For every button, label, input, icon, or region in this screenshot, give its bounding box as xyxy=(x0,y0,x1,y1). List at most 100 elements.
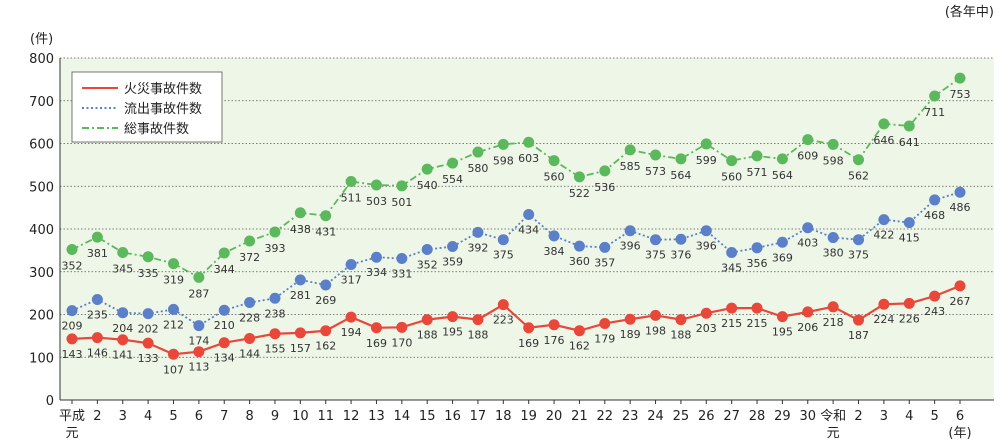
data-label-total: 599 xyxy=(696,154,717,167)
data-label-total: 438 xyxy=(290,223,311,236)
data-label-outflow: 468 xyxy=(924,209,945,222)
data-point-total xyxy=(193,271,205,283)
data-label-outflow: 359 xyxy=(442,256,463,269)
data-point-outflow xyxy=(447,241,459,253)
data-point-outflow xyxy=(573,240,585,252)
x-tick-label: 29 xyxy=(774,409,791,424)
data-point-total xyxy=(472,146,484,158)
data-label-fire: 195 xyxy=(772,326,793,339)
data-label-total: 609 xyxy=(797,150,818,163)
data-point-total xyxy=(548,155,560,167)
data-label-fire: 169 xyxy=(366,337,387,350)
data-point-total xyxy=(675,153,687,165)
data-point-fire xyxy=(700,307,712,319)
y-tick-label: 500 xyxy=(29,180,54,195)
x-tick-label: 6 xyxy=(956,409,964,424)
data-label-fire: 113 xyxy=(188,361,209,374)
data-label-fire: 215 xyxy=(721,317,742,330)
data-label-total: 511 xyxy=(341,192,362,205)
data-point-fire xyxy=(193,346,205,358)
data-point-total xyxy=(66,244,78,256)
data-point-outflow xyxy=(523,208,535,220)
data-label-total: 598 xyxy=(493,154,514,167)
data-label-fire: 267 xyxy=(950,295,971,308)
unit-note: (各年中) xyxy=(945,4,994,20)
x-tick-label: 24 xyxy=(647,409,664,424)
data-point-fire xyxy=(573,325,585,337)
data-point-fire xyxy=(218,337,230,349)
data-label-outflow: 352 xyxy=(417,259,438,272)
data-point-outflow xyxy=(396,252,408,264)
data-label-fire: 170 xyxy=(391,336,412,349)
data-label-fire: 203 xyxy=(696,322,717,335)
data-label-total: 562 xyxy=(848,170,869,183)
data-point-total xyxy=(726,155,738,167)
data-label-total: 603 xyxy=(518,152,539,165)
data-label-fire: 155 xyxy=(264,343,285,356)
data-point-fire xyxy=(776,311,788,323)
data-label-outflow: 331 xyxy=(391,267,412,280)
data-point-total xyxy=(573,171,585,183)
x-tick-label: 13 xyxy=(368,409,385,424)
x-tick-label: 9 xyxy=(271,409,279,424)
data-label-total: 431 xyxy=(315,226,336,239)
data-label-fire: 107 xyxy=(163,363,184,376)
data-label-outflow: 380 xyxy=(823,247,844,260)
data-label-fire: 206 xyxy=(797,321,818,334)
y-tick-label: 0 xyxy=(46,394,54,409)
x-tick-label: 5 xyxy=(930,409,938,424)
data-point-outflow xyxy=(193,320,205,332)
data-label-total: 560 xyxy=(544,171,565,184)
data-label-fire: 189 xyxy=(620,328,641,341)
data-point-total xyxy=(903,120,915,132)
data-label-total: 598 xyxy=(823,154,844,167)
data-label-total: 344 xyxy=(214,263,235,276)
data-point-total xyxy=(142,251,154,263)
data-label-outflow: 357 xyxy=(594,256,615,269)
data-point-outflow xyxy=(269,292,281,304)
legend-label-total: 総事故件数 xyxy=(124,122,189,137)
x-tick-label: 14 xyxy=(394,409,411,424)
data-point-total xyxy=(497,138,509,150)
series xyxy=(66,72,966,360)
y-axis-unit: (件) xyxy=(30,32,53,47)
data-label-outflow: 228 xyxy=(239,312,260,325)
x-tick-label: 27 xyxy=(723,409,740,424)
data-point-outflow xyxy=(218,304,230,316)
y-tick-label: 200 xyxy=(29,309,54,324)
data-point-fire xyxy=(396,321,408,333)
data-point-total xyxy=(827,138,839,150)
data-point-outflow xyxy=(472,226,484,238)
data-label-outflow: 486 xyxy=(950,201,971,214)
data-label-outflow: 392 xyxy=(467,241,488,254)
data-label-total: 580 xyxy=(467,162,488,175)
x-tick-label: 28 xyxy=(749,409,766,424)
data-label-total: 560 xyxy=(721,171,742,184)
data-label-outflow: 212 xyxy=(163,318,184,331)
data-point-total xyxy=(523,136,535,148)
x-tick-label: 4 xyxy=(905,409,913,424)
data-point-outflow xyxy=(726,247,738,259)
data-point-outflow xyxy=(624,225,636,237)
data-label-fire: 188 xyxy=(467,329,488,342)
data-point-outflow xyxy=(650,234,662,246)
data-point-total xyxy=(244,235,256,247)
x-tick-label: 20 xyxy=(546,409,563,424)
data-point-fire xyxy=(853,314,865,326)
data-point-outflow xyxy=(903,217,915,229)
x-tick-label: 令和 xyxy=(820,409,846,424)
data-label-outflow: 235 xyxy=(87,309,108,322)
data-label-outflow: 360 xyxy=(569,255,590,268)
data-point-total xyxy=(396,180,408,192)
data-point-fire xyxy=(320,325,332,337)
data-label-fire: 144 xyxy=(239,347,260,360)
data-label-outflow: 334 xyxy=(366,266,387,279)
data-point-total xyxy=(370,179,382,191)
data-label-fire: 176 xyxy=(544,334,565,347)
data-label-fire: 194 xyxy=(341,326,362,339)
data-point-fire xyxy=(244,332,256,344)
data-point-outflow xyxy=(497,234,509,246)
data-label-outflow: 269 xyxy=(315,294,336,307)
x-tick-label: 10 xyxy=(292,409,309,424)
